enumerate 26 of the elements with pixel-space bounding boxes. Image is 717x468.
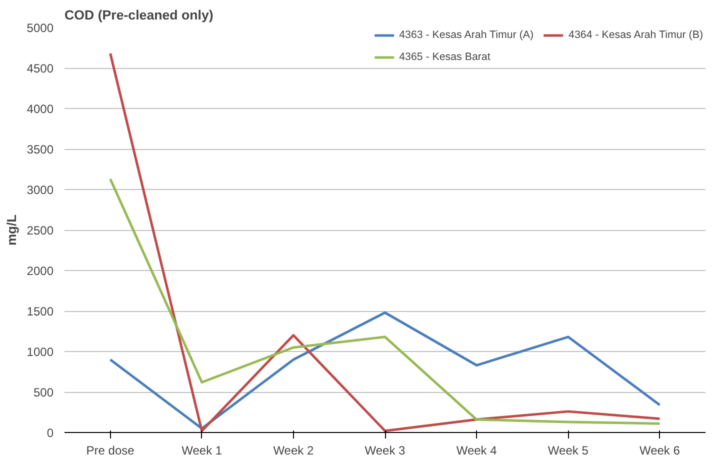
x-tick-label: Week 3 — [364, 444, 406, 458]
y-tick-label: 2000 — [26, 264, 54, 278]
legend-label: 4365 - Kesas Barat — [399, 51, 490, 63]
y-tick-label: 500 — [33, 386, 54, 400]
legend-label: 4364 - Kesas Arah Timur (B) — [568, 29, 703, 41]
y-tick-label: 3000 — [26, 183, 54, 197]
x-tick-label: Pre dose — [86, 444, 135, 458]
y-tick-label: 4000 — [26, 102, 54, 116]
y-tick-label: 3500 — [26, 142, 54, 156]
line-series — [109, 311, 661, 430]
x-tick-label: Week 5 — [548, 444, 589, 458]
y-tick-label: 5000 — [26, 21, 54, 35]
line-series — [109, 52, 661, 432]
y-axis-title: mg/L — [4, 214, 19, 246]
x-tick-label: Week 2 — [273, 444, 314, 458]
y-tick-label: 2500 — [26, 224, 54, 238]
x-tick-label: Week 1 — [182, 444, 222, 458]
legend-label: 4363 - Kesas Arah Timur (A) — [399, 29, 534, 41]
chart-title: COD (Pre-cleaned only) — [64, 8, 214, 22]
x-tick-label: Week 6 — [639, 444, 680, 458]
line-series — [109, 178, 661, 425]
y-tick-label: 1500 — [26, 304, 54, 318]
x-tick-label: Week 4 — [456, 444, 498, 458]
y-tick-label: 1000 — [26, 345, 54, 359]
y-tick-label: 0 — [46, 426, 54, 440]
y-tick-label: 4500 — [26, 62, 54, 76]
